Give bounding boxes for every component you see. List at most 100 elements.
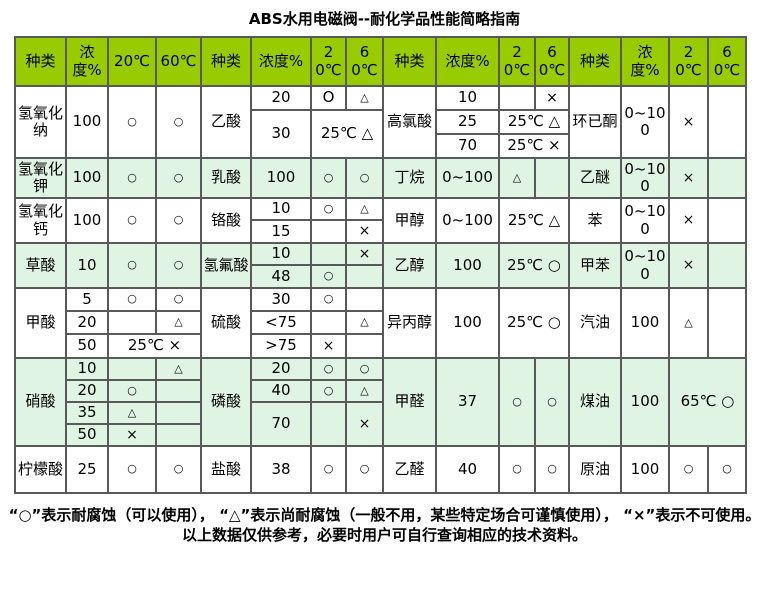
table-cell: 100 [65,85,109,159]
table-cell: 100 [620,445,670,494]
table-cell: △ [155,310,202,335]
table-row: 硝酸 10 △ 磷酸 20 ○ ○ 甲醛 37 ○ ○ 煤油 100 65℃ ○ [14,357,747,447]
table-cell: 70 [435,133,500,159]
table-cell [155,423,202,447]
table-cell: ○ [107,445,157,494]
table-cell: × [107,423,157,447]
table-cell: 30 [250,287,312,312]
table-row: 15 × [15,219,746,244]
table-cell: 10 [65,357,109,381]
table-cell: × [345,219,384,244]
table-cell: 0~100 [620,157,670,199]
table-row: 20 ○ 40 ○ △ [15,379,746,403]
table-row: 48 ○ [15,264,746,289]
table-cell: 乙醚 [568,157,622,199]
table-cell [310,242,347,266]
column-header: 60℃ [707,36,747,87]
table-cell: ○ [107,85,157,159]
table-cell: 乙酸 [200,85,252,159]
table-cell: ○ [107,197,157,244]
table-body: 氢氧化纳 100 ○ ○ 乙酸 20 O △ 高氯酸 10 × 环已酮 0~100 × 30 25℃ △ 25 2… [14,85,747,494]
column-header: 20℃ [498,36,536,87]
table-cell: 25℃ × [107,333,202,359]
table-cell: 40 [250,379,312,403]
table-cell: 50 [65,333,109,359]
table-cell: ○ [310,357,347,381]
table-cell: 异丙醇 [382,287,437,359]
table-cell: × [668,157,709,199]
table-cell: 100 [620,357,670,447]
column-header: 种类 [200,36,252,87]
table-row: 35 △ 70 × [15,401,746,447]
table-cell: ○ [310,157,347,199]
table-cell: 0~100 [620,242,670,289]
column-header: 20℃ [310,36,347,87]
table-cell: 甲醛 [382,357,437,447]
table-cell: 硝酸 [14,357,67,447]
table-cell: 0~100 [620,85,670,159]
table-cell: 70 [250,401,312,447]
table-cell: 50 [65,423,109,447]
table-cell: ○ [310,264,347,289]
table-cell: ○ [107,379,157,403]
table-cell [707,157,747,199]
table-cell: 100 [620,287,670,359]
table-cell: 100 [435,287,500,359]
table-cell: O [310,85,347,111]
table-cell: 25 [65,445,109,494]
table-cell: 环已酮 [568,85,622,159]
table-row: 甲酸 5 ○ ○ 硫酸 30 ○ 异丙醇 100 25℃ ○ 汽油 100 △ [14,287,747,359]
table-cell: 硫酸 [200,287,252,359]
chemical-resistance-table: 种类 浓度% 20℃ 60℃ 种类 浓度% 20℃ 60℃ 种类 浓度% 20℃ 60℃ 种类 浓度% 20… [14,36,747,494]
table-cell: ○ [498,445,536,494]
table-cell [707,197,747,244]
table-cell: 35 [65,401,109,425]
table-cell: ○ [310,445,347,494]
column-header: 浓度% [250,36,312,87]
table-row: 50 × [15,423,746,447]
table-cell [107,310,157,335]
column-header: 60℃ [155,36,202,87]
table-cell: >75 [250,333,312,359]
table-cell: 30 [250,109,312,159]
table-cell: 25℃ △ [498,109,570,135]
table-cell: 原油 [568,445,622,494]
table-row: 20 △ <75 △ [15,310,746,335]
table-cell: ○ [155,242,202,289]
table-header: 种类 浓度% 20℃ 60℃ 种类 浓度% 20℃ 60℃ 种类 浓度% 20℃ 60℃ 种类 浓度% 20… [14,36,747,87]
table-cell: × [668,242,709,289]
table-cell: 15 [250,219,312,244]
table-cell: 0~100 [435,197,500,244]
table-cell [155,401,202,425]
table-cell: △ [345,379,384,403]
table-cell: ○ [534,445,570,494]
table-cell: 乙醛 [382,445,437,494]
table-cell: 25℃ △ [310,109,384,159]
table-cell [345,287,384,312]
table-cell: 20 [250,357,312,381]
table-cell: ○ [707,445,747,494]
legend-note: “○”表示耐腐蚀（可以使用）， “△”表示尚耐腐蚀（一般不用，某些特定场合可谨慎… [8,506,761,524]
column-header: 60℃ [345,36,384,87]
table-cell: 铬酸 [200,197,252,244]
table-cell: × [668,197,709,244]
table-cell: × [668,85,709,159]
table-cell: 25℃ ○ [498,287,570,359]
table-cell: △ [107,401,157,425]
table-cell: <75 [250,310,312,335]
table-row: 氢氧化钙 100 ○ ○ 铬酸 10 ○ △ 甲醇 0~100 25℃ △ 苯 0~100 × [14,197,747,244]
table-cell: ○ [498,357,536,447]
table-cell: ○ [345,357,384,381]
table-cell: △ [155,357,202,381]
table-cell: ○ [310,287,347,312]
table-cell: ○ [534,357,570,447]
table-cell [707,242,747,289]
header-row: 种类 浓度% 20℃ 60℃ 种类 浓度% 20℃ 60℃ 种类 浓度% 20℃ 60℃ 种类 浓度% 20… [14,36,747,87]
table-cell: 乳酸 [200,157,252,199]
table-cell: 0~100 [620,197,670,244]
table-cell: 20 [65,310,109,335]
table-cell [498,85,536,111]
table-cell: 10 [65,242,109,289]
table-cell: 20 [250,85,312,111]
table-cell: ○ [155,157,202,199]
